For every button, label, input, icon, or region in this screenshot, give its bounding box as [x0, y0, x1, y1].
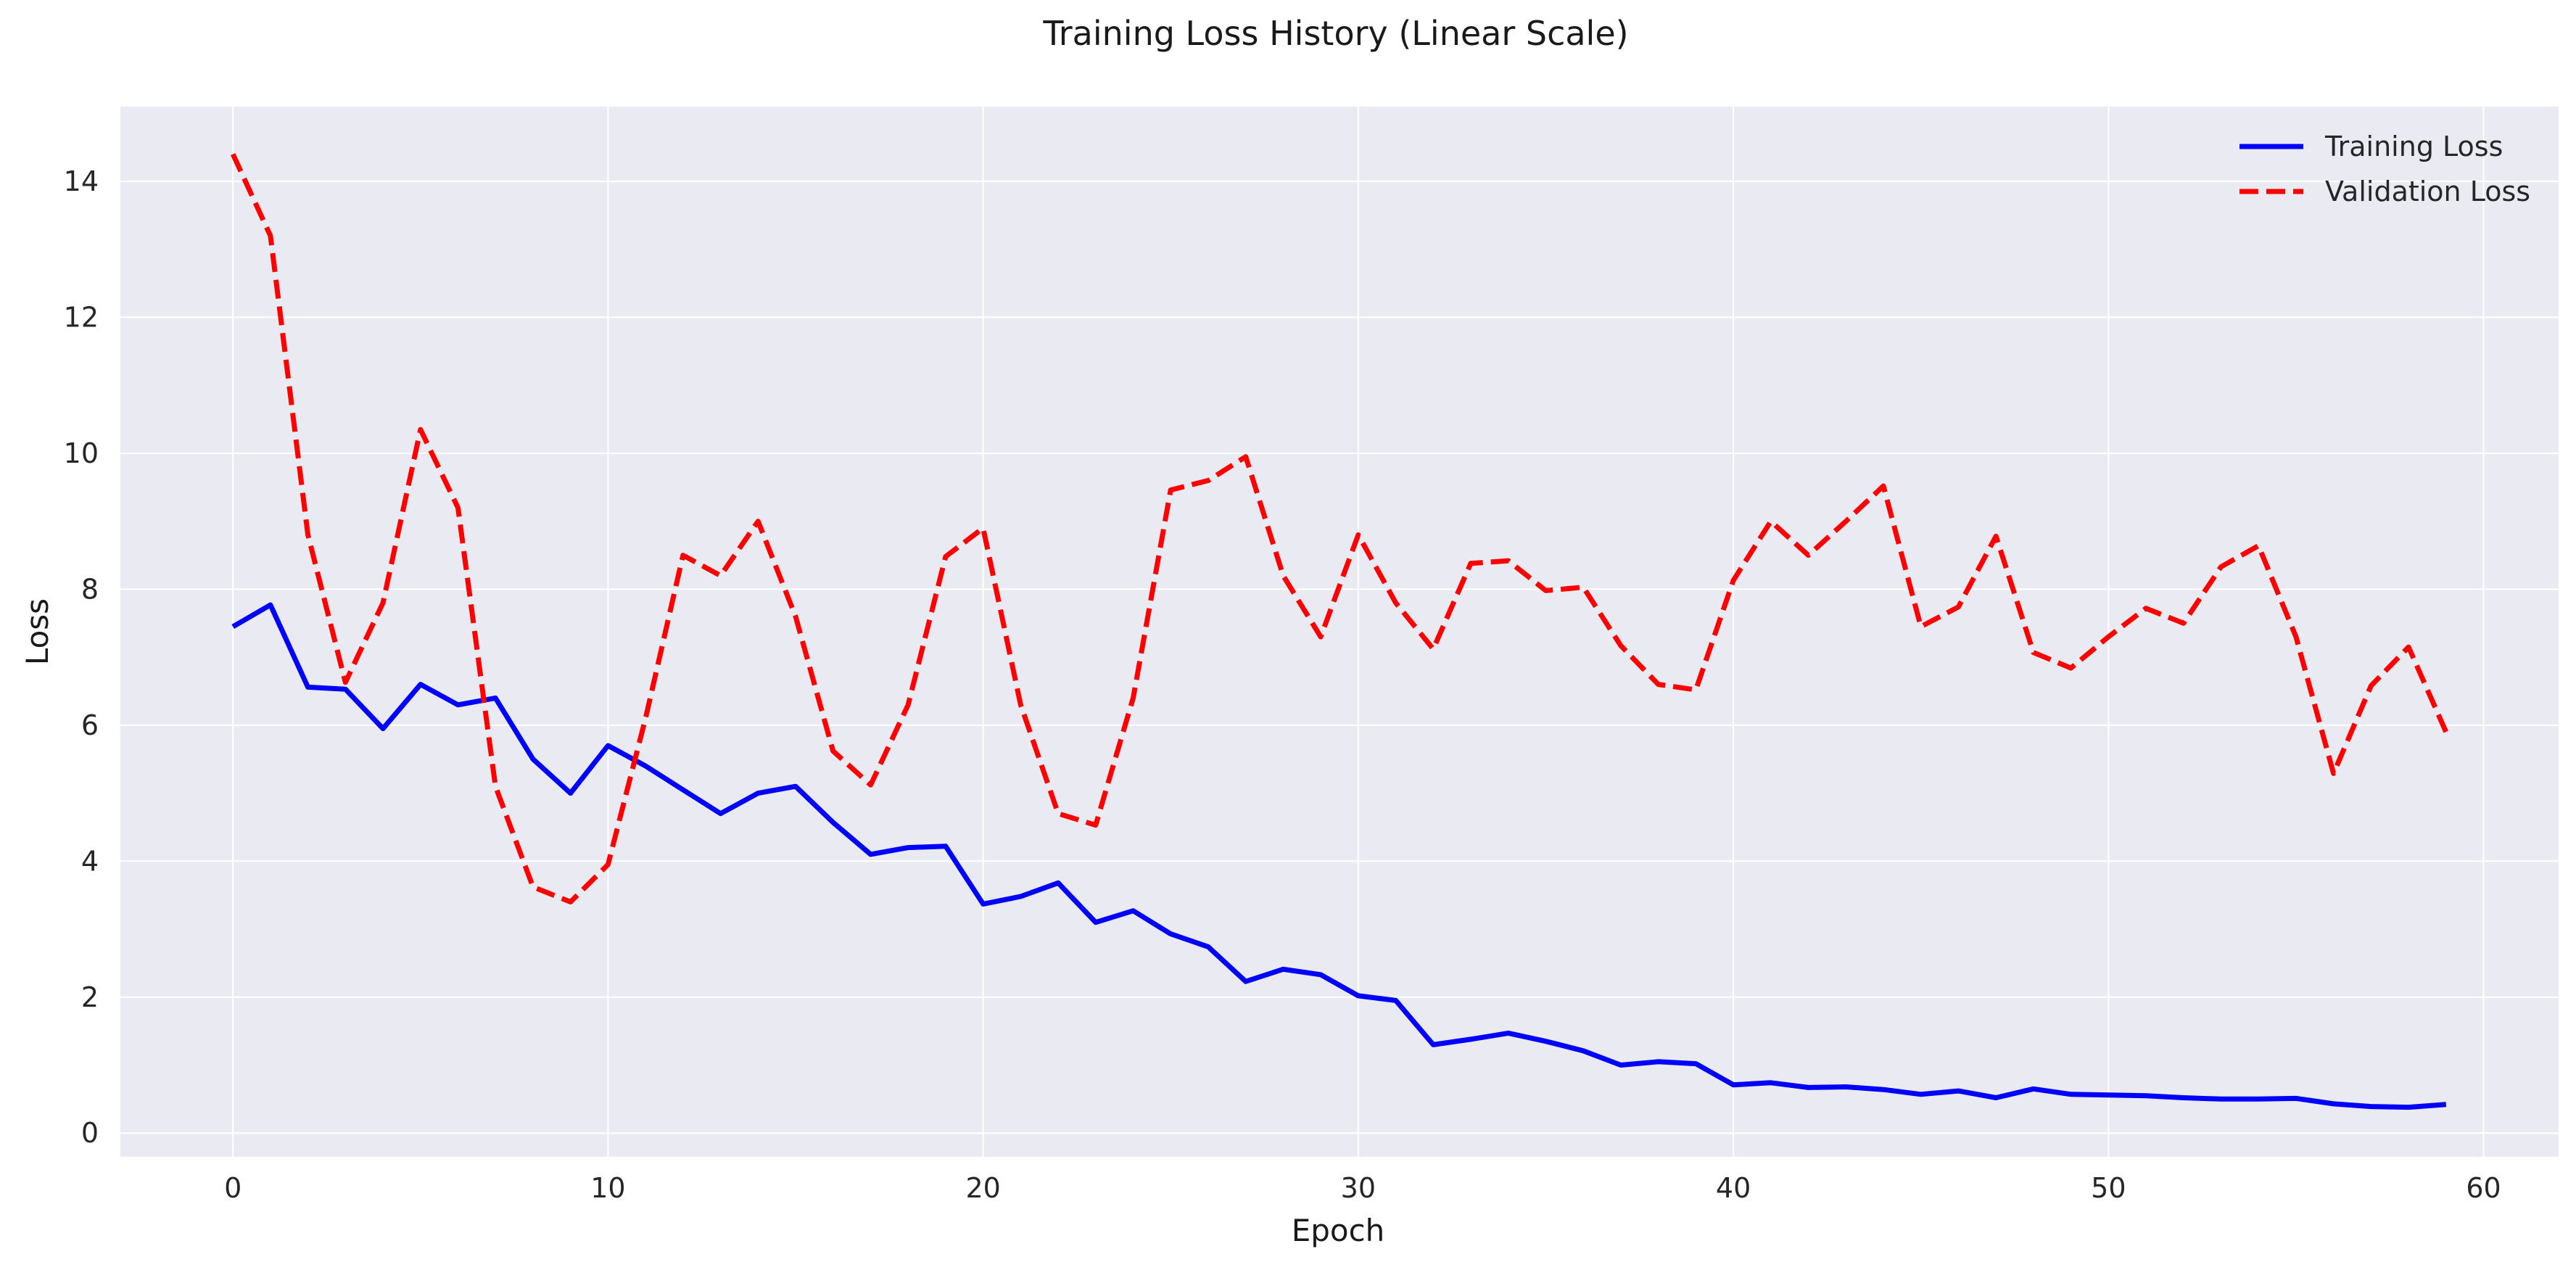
legend-label: Training Loss: [2324, 131, 2503, 162]
x-tick-label: 20: [965, 1172, 1000, 1204]
x-tick-label: 40: [1716, 1172, 1751, 1204]
y-tick-label: 2: [81, 981, 99, 1013]
x-tick-label: 50: [2091, 1172, 2126, 1204]
y-tick-label: 8: [81, 573, 99, 605]
x-axis-label: Epoch: [1292, 1213, 1385, 1248]
y-tick-label: 14: [64, 165, 99, 197]
series-line-training-loss: [231, 602, 2447, 1110]
x-axis-ticks: 0 10 20 30 40 50 60: [224, 1172, 2501, 1204]
legend: Training Loss Validation Loss: [2239, 131, 2530, 207]
y-axis-ticks: 0 2 4 6 8 10 12 14: [64, 165, 99, 1149]
y-tick-label: 10: [64, 437, 99, 469]
y-tick-label: 12: [64, 302, 99, 334]
y-tick-label: 6: [81, 709, 99, 741]
grid: [120, 107, 2559, 1157]
x-tick-label: 30: [1341, 1172, 1376, 1204]
x-tick-label: 0: [224, 1172, 242, 1204]
y-tick-label: 0: [81, 1117, 99, 1149]
y-tick-label: 4: [81, 845, 99, 877]
series-line-validation-loss: [231, 153, 2449, 904]
chart-title: Training Loss History (Linear Scale): [1042, 14, 1628, 53]
y-axis-label: Loss: [20, 598, 55, 665]
plot-area: [120, 107, 2559, 1157]
series-lines: [231, 153, 2449, 1110]
x-tick-label: 10: [590, 1172, 625, 1204]
legend-label: Validation Loss: [2325, 176, 2530, 207]
x-tick-label: 60: [2466, 1172, 2501, 1204]
